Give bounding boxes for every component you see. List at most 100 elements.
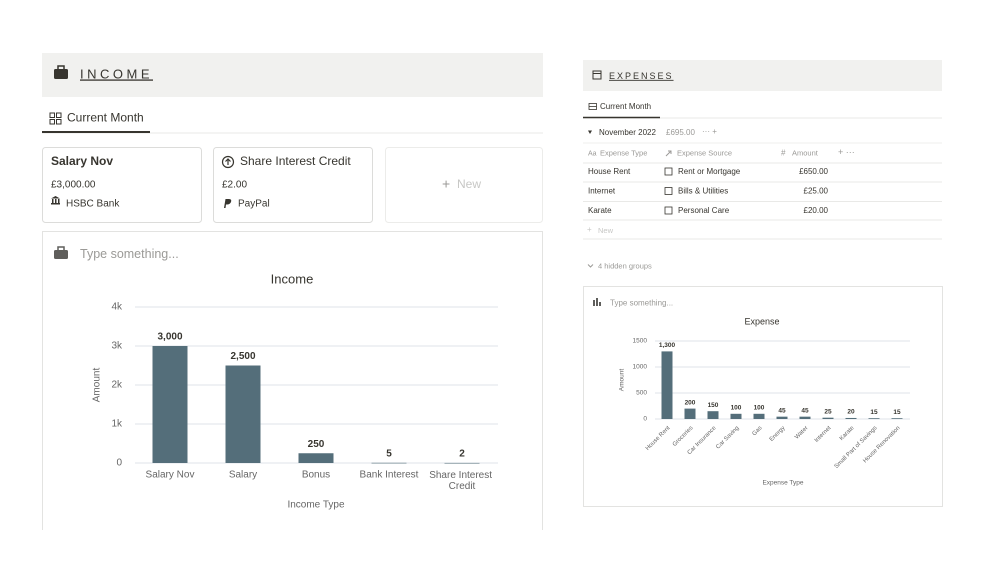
x-tick-label: Bank Interest	[360, 470, 419, 481]
source-icon	[664, 206, 673, 215]
bar	[845, 417, 857, 419]
new-row[interactable]: New	[598, 226, 614, 235]
bank-icon	[51, 196, 60, 205]
bar	[152, 346, 188, 463]
fade	[583, 215, 943, 227]
table-icon	[588, 103, 597, 110]
y-tick-label: 500	[636, 390, 647, 397]
y-tick-label: 1000	[633, 364, 648, 371]
bar	[776, 416, 788, 419]
bar	[891, 418, 903, 419]
number-icon: #	[781, 149, 786, 158]
y-axis-label: Amount	[92, 368, 103, 403]
chart-title: Income	[271, 271, 314, 286]
data-label: 2,500	[230, 351, 255, 362]
cell: Bills & Utilities	[678, 187, 728, 196]
data-label: 200	[685, 399, 696, 406]
cell: £20.00	[804, 206, 829, 215]
y-tick-label: 3k	[111, 341, 123, 352]
table-rows: House Rent Rent or Mortgage £650.00 Interne…	[583, 167, 942, 222]
data-label: 45	[801, 407, 809, 414]
column-header: Amount	[792, 148, 819, 157]
new-card[interactable]	[385, 147, 543, 223]
placeholder[interactable]: Type something...	[610, 299, 673, 308]
text-icon: Aa	[588, 150, 597, 157]
plus-icon: +	[442, 176, 450, 192]
column-header: Expense Type	[600, 148, 647, 157]
cell: £650.00	[799, 167, 828, 176]
card-source: PayPal	[238, 199, 270, 210]
source-icon	[664, 167, 673, 176]
card-name: Share Interest Credit	[240, 154, 351, 168]
relation-icon	[665, 150, 672, 157]
arrow-icon	[221, 155, 235, 169]
data-label: 3,000	[157, 332, 182, 343]
chart-box	[583, 286, 943, 507]
data-label: 100	[754, 405, 765, 412]
data-label: 1,300	[659, 342, 676, 349]
data-label: 150	[708, 402, 719, 409]
bar	[707, 411, 719, 419]
y-tick-label: 0	[643, 416, 647, 423]
y-tick-label: 1500	[633, 338, 648, 345]
y-tick-label: 0	[116, 458, 122, 469]
plus-icon: +	[587, 225, 592, 234]
data-label: 15	[893, 409, 901, 416]
bar	[868, 418, 880, 419]
x-tick-label: Salary	[229, 470, 257, 481]
x-axis-label: Expense Type	[762, 480, 803, 487]
data-label: 15	[870, 409, 878, 416]
cell: Internet	[588, 187, 616, 196]
card-amount: £2.00	[222, 180, 247, 191]
placeholder[interactable]: Type something...	[80, 247, 179, 261]
data-label: 250	[308, 439, 325, 450]
card-amount: £3,000.00	[51, 180, 96, 191]
add-column-icon[interactable]: + ···	[838, 147, 855, 157]
briefcase-icon	[54, 65, 68, 79]
bar	[661, 351, 673, 419]
data-label: 5	[386, 448, 392, 459]
paypal-icon	[224, 199, 232, 208]
y-tick-label: 2k	[111, 380, 123, 391]
group-total: £695.00	[666, 128, 695, 137]
chart-title: Expense	[744, 316, 779, 326]
column-header: Expense Source	[677, 148, 732, 157]
card[interactable]	[42, 147, 202, 223]
income-title: INCOME	[80, 66, 153, 81]
bar	[225, 365, 261, 463]
y-tick-label: 1k	[111, 419, 123, 430]
card[interactable]	[213, 147, 373, 223]
card-source: HSBC Bank	[66, 199, 120, 210]
cell: Personal Care	[678, 206, 730, 215]
bar	[799, 416, 811, 419]
bar	[371, 462, 407, 464]
data-label: 45	[778, 407, 786, 414]
cell: £25.00	[804, 187, 829, 196]
hidden-groups[interactable]: 4 hidden groups	[598, 261, 652, 270]
data-label: 20	[847, 409, 855, 416]
bar	[298, 453, 334, 463]
data-label: 100	[731, 405, 742, 412]
x-tick-label: Bonus	[302, 470, 330, 481]
y-tick-label: 4k	[111, 302, 123, 313]
bar	[730, 413, 742, 419]
chevron-icon	[587, 264, 594, 268]
income-tab[interactable]: Current Month	[67, 111, 144, 125]
bar	[684, 408, 696, 419]
expenses-tab[interactable]: Current Month	[600, 102, 651, 111]
x-tick-label: Share Interest Credit	[429, 470, 495, 492]
source-icon	[664, 187, 673, 195]
expenses-header	[583, 60, 942, 91]
data-label: 2	[459, 449, 465, 460]
toggle-icon[interactable]	[588, 130, 592, 135]
data-label: 25	[824, 408, 832, 415]
cell: House Rent	[588, 167, 631, 176]
bar	[444, 462, 480, 464]
card-name: Salary Nov	[51, 154, 113, 168]
calendar-icon	[592, 70, 602, 80]
more-icon[interactable]: ··· +	[702, 127, 717, 136]
cell: Karate	[588, 206, 612, 215]
x-axis-label: Income Type	[287, 500, 345, 511]
